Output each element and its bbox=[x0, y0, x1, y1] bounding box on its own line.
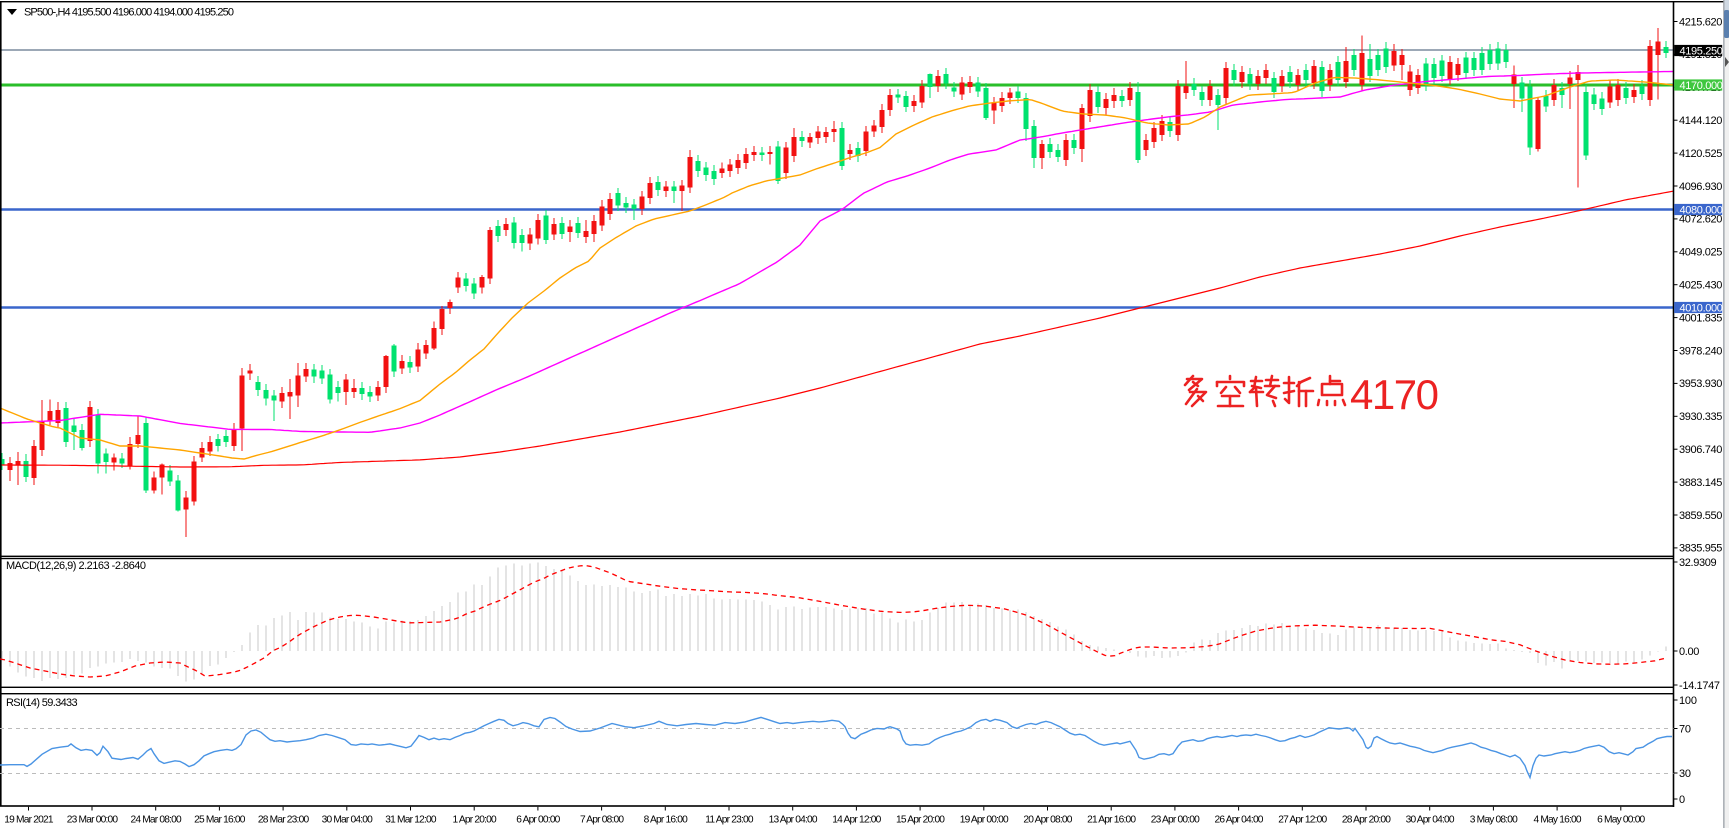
svg-text:4144.120: 4144.120 bbox=[1679, 115, 1722, 127]
svg-text:15 Apr 20:00: 15 Apr 20:00 bbox=[896, 815, 945, 826]
svg-text:25 Mar 16:00: 25 Mar 16:00 bbox=[194, 815, 246, 826]
svg-text:7 Apr 08:00: 7 Apr 08:00 bbox=[580, 815, 624, 826]
svg-text:4096.930: 4096.930 bbox=[1679, 181, 1722, 193]
svg-text:6 Apr 00:00: 6 Apr 00:00 bbox=[516, 815, 560, 826]
svg-text:30: 30 bbox=[1679, 768, 1691, 780]
svg-text:6 May 00:00: 6 May 00:00 bbox=[1597, 815, 1645, 826]
svg-text:19 Apr 00:00: 19 Apr 00:00 bbox=[960, 815, 1009, 826]
svg-text:4195.250: 4195.250 bbox=[1680, 45, 1723, 57]
svg-text:4170.000: 4170.000 bbox=[1680, 80, 1723, 92]
svg-text:23 Mar 00:00: 23 Mar 00:00 bbox=[67, 815, 119, 826]
svg-text:3 May 08:00: 3 May 08:00 bbox=[1470, 815, 1518, 826]
svg-text:31 Mar 12:00: 31 Mar 12:00 bbox=[385, 815, 437, 826]
svg-text:3953.930: 3953.930 bbox=[1679, 378, 1722, 390]
svg-text:20 Apr 08:00: 20 Apr 08:00 bbox=[1023, 815, 1072, 826]
svg-text:19 Mar 2021: 19 Mar 2021 bbox=[4, 815, 54, 826]
svg-text:4072.620: 4072.620 bbox=[1679, 214, 1722, 226]
svg-text:0: 0 bbox=[1679, 794, 1685, 806]
svg-text:4025.430: 4025.430 bbox=[1679, 280, 1722, 292]
svg-text:28 Mar 23:00: 28 Mar 23:00 bbox=[258, 815, 310, 826]
svg-text:4120.525: 4120.525 bbox=[1679, 148, 1722, 160]
svg-text:24 Mar 08:00: 24 Mar 08:00 bbox=[130, 815, 182, 826]
svg-text:27 Apr 12:00: 27 Apr 12:00 bbox=[1278, 815, 1327, 826]
svg-text:3978.240: 3978.240 bbox=[1679, 345, 1722, 357]
svg-text:3835.955: 3835.955 bbox=[1679, 543, 1722, 555]
svg-text:4215.620: 4215.620 bbox=[1679, 16, 1722, 28]
svg-text:21 Apr 16:00: 21 Apr 16:00 bbox=[1087, 815, 1136, 826]
svg-text:SP500-,H4 4195.500 4196.000 4: SP500-,H4 4195.500 4196.000 4194.000 419… bbox=[24, 7, 234, 19]
svg-text:11 Apr 23:00: 11 Apr 23:00 bbox=[705, 815, 754, 826]
svg-text:3906.740: 3906.740 bbox=[1679, 444, 1722, 456]
svg-text:70: 70 bbox=[1679, 723, 1691, 735]
svg-text:26 Apr 04:00: 26 Apr 04:00 bbox=[1215, 815, 1264, 826]
svg-text:30 Apr 04:00: 30 Apr 04:00 bbox=[1406, 815, 1455, 826]
svg-text:1 Apr 20:00: 1 Apr 20:00 bbox=[453, 815, 497, 826]
svg-text:0.00: 0.00 bbox=[1679, 646, 1699, 658]
svg-text:4010.000: 4010.000 bbox=[1680, 302, 1723, 314]
svg-text:3930.335: 3930.335 bbox=[1679, 411, 1722, 423]
svg-text:4 May 16:00: 4 May 16:00 bbox=[1533, 815, 1581, 826]
svg-text:100: 100 bbox=[1679, 695, 1697, 707]
svg-text:4080.000: 4080.000 bbox=[1680, 204, 1723, 216]
svg-text:4049.025: 4049.025 bbox=[1679, 247, 1722, 259]
svg-text:23 Apr 00:00: 23 Apr 00:00 bbox=[1151, 815, 1200, 826]
svg-text:3859.550: 3859.550 bbox=[1679, 510, 1722, 522]
svg-text:30 Mar 04:00: 30 Mar 04:00 bbox=[322, 815, 374, 826]
svg-text:-14.1747: -14.1747 bbox=[1679, 680, 1720, 692]
svg-text:3883.145: 3883.145 bbox=[1679, 477, 1722, 489]
svg-text:RSI(14) 59.3433: RSI(14) 59.3433 bbox=[6, 697, 77, 709]
svg-text:MACD(12,26,9) 2.2163 -2.8640: MACD(12,26,9) 2.2163 -2.8640 bbox=[6, 560, 146, 572]
svg-text:4001.835: 4001.835 bbox=[1679, 312, 1722, 324]
svg-text:13 Apr 04:00: 13 Apr 04:00 bbox=[769, 815, 818, 826]
svg-text:32.9309: 32.9309 bbox=[1679, 557, 1717, 569]
svg-text:14 Apr 12:00: 14 Apr 12:00 bbox=[832, 815, 881, 826]
svg-text:4170: 4170 bbox=[1350, 371, 1438, 418]
svg-text:28 Apr 20:00: 28 Apr 20:00 bbox=[1342, 815, 1391, 826]
svg-text:8 Apr 16:00: 8 Apr 16:00 bbox=[644, 815, 688, 826]
